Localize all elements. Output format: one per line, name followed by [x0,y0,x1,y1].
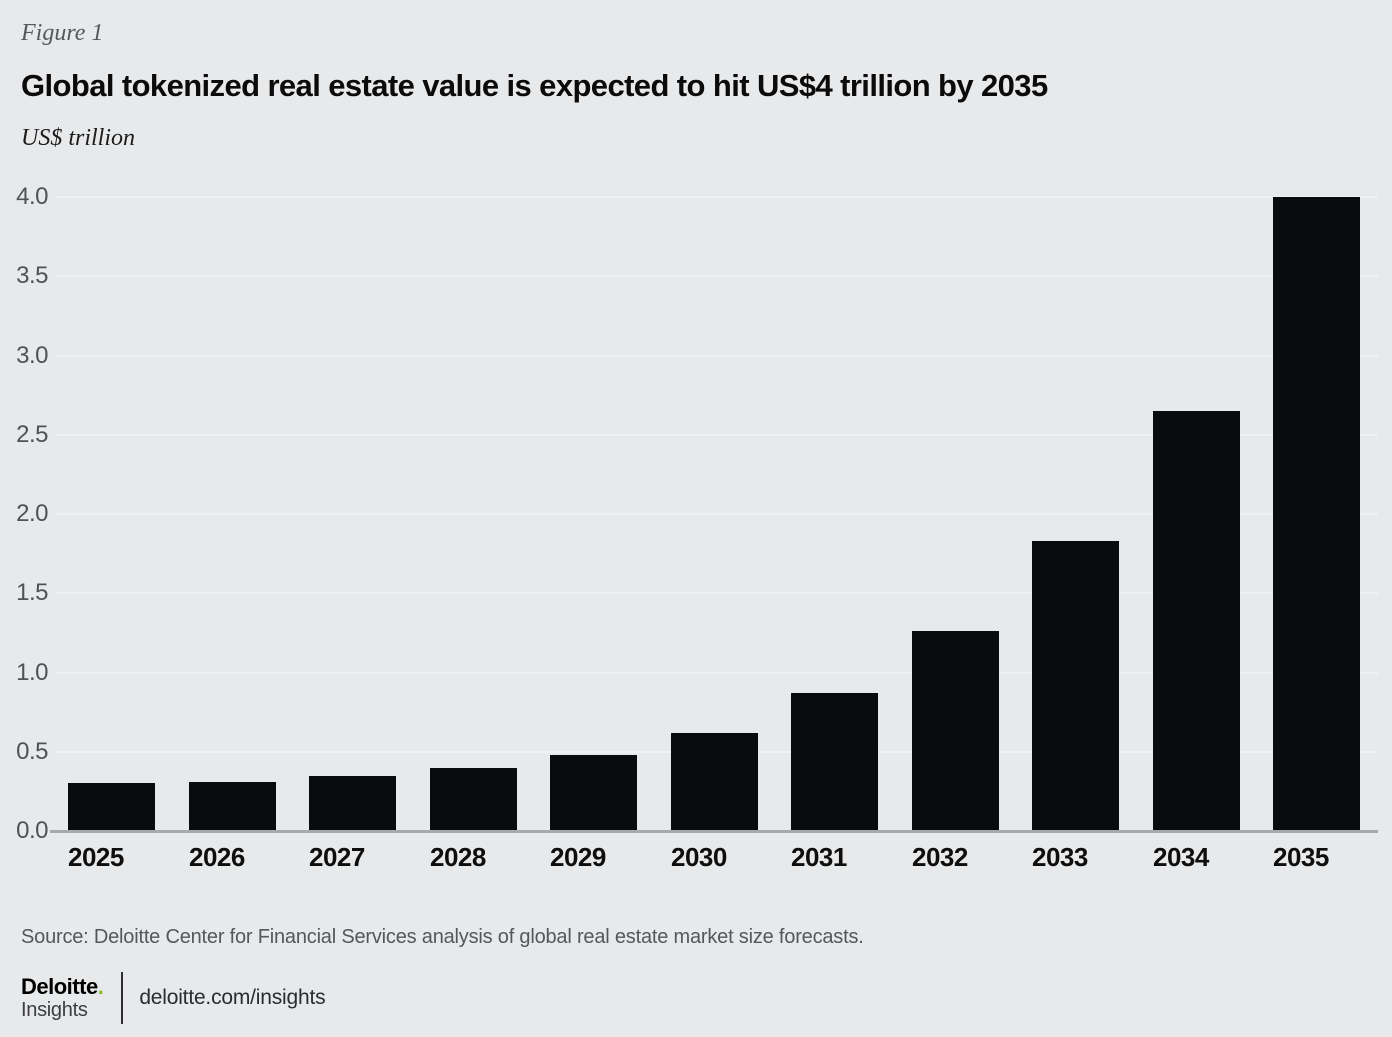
y-axis-tick-label: 2.5 [16,420,48,448]
bar-2034 [1153,411,1240,831]
bar-2029 [550,755,637,831]
chart-title: Global tokenized real estate value is ex… [21,68,1048,103]
x-axis-tick-label-2027: 2027 [309,842,365,872]
x-axis-tick-label-2026: 2026 [189,842,245,872]
gridline-1.0 [55,671,1378,674]
gridline-3.5 [55,275,1378,278]
bar-2025 [68,783,155,831]
deloitte-insights-logo: Deloitte. Insights [21,974,104,1021]
x-axis-tick-label-2033: 2033 [1032,842,1088,872]
y-axis-units-label: US$ trillion [21,125,136,151]
footer: Deloitte. Insights deloitte.com/insights [21,970,326,1026]
y-axis-tick-label: 2.0 [16,500,48,527]
gridline-4.0 [55,196,1378,198]
bar-2026 [189,782,276,831]
gridline-1.5 [55,592,1378,595]
brand-wordmark: Deloitte. [21,974,104,1000]
y-axis-tick-label: 0.5 [16,737,48,765]
x-axis-tick-label-2035: 2035 [1273,842,1329,872]
bar-2030 [671,733,758,831]
bar-2032 [912,631,999,831]
figure-label: Figure 1 [21,20,104,46]
gridline-2.0 [55,513,1378,515]
source-note: Source: Deloitte Center for Financial Se… [21,926,864,948]
x-axis-tick-label-2034: 2034 [1153,842,1209,872]
y-axis-tick-label: 1.5 [16,579,48,607]
brand-subname: Insights [21,998,88,1021]
x-axis-tick-label-2025: 2025 [68,842,124,872]
x-axis-tick-label-2031: 2031 [791,842,847,872]
y-axis-tick-label: 4.0 [16,183,48,210]
y-axis-tick-label: 0.0 [16,817,48,844]
bar-2027 [309,776,396,831]
gridline-3.0 [55,354,1378,357]
bar-2033 [1032,541,1119,831]
x-axis-tick-label-2032: 2032 [912,842,968,872]
x-axis-line [50,830,1378,833]
bar-2031 [791,693,878,831]
x-axis-tick-label-2028: 2028 [430,842,486,872]
brand-name: Deloitte [21,974,98,1000]
footer-url[interactable]: deloitte.com/insights [139,986,326,1009]
y-axis-tick-label: 3.5 [16,262,48,290]
brand-green-dot: . [97,974,104,1000]
x-axis-tick-label-2029: 2029 [550,842,606,872]
footer-divider [121,972,124,1024]
y-axis-tick-label: 1.0 [16,658,48,686]
bar-chart-plot: 0.0 0.5 1.0 1.5 2.0 2.5 3.0 3.5 4.0 2025 2026 2027 2… [0,183,1392,897]
y-axis-tick-label: 3.0 [16,341,48,369]
bar-2035 [1273,197,1360,831]
x-axis-tick-label-2030: 2030 [671,842,727,872]
bar-2028 [430,768,517,831]
gridline-2.5 [55,433,1378,436]
